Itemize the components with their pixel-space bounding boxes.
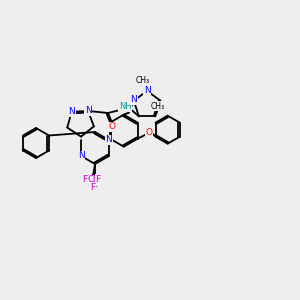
Text: NH: NH <box>119 103 131 112</box>
Text: N: N <box>130 95 137 104</box>
Text: N: N <box>106 136 112 145</box>
Text: N: N <box>85 106 92 116</box>
Text: CF₃: CF₃ <box>88 176 102 184</box>
Text: O: O <box>145 128 152 137</box>
Text: F: F <box>82 175 88 184</box>
Text: CH₃: CH₃ <box>136 76 150 85</box>
Text: CH₃: CH₃ <box>150 102 164 111</box>
Text: F: F <box>90 182 96 191</box>
Text: N: N <box>68 107 75 116</box>
Text: F: F <box>95 175 101 184</box>
Text: F: F <box>92 182 98 191</box>
Text: O: O <box>109 122 116 131</box>
Text: N: N <box>78 152 85 160</box>
Text: N: N <box>144 86 151 95</box>
